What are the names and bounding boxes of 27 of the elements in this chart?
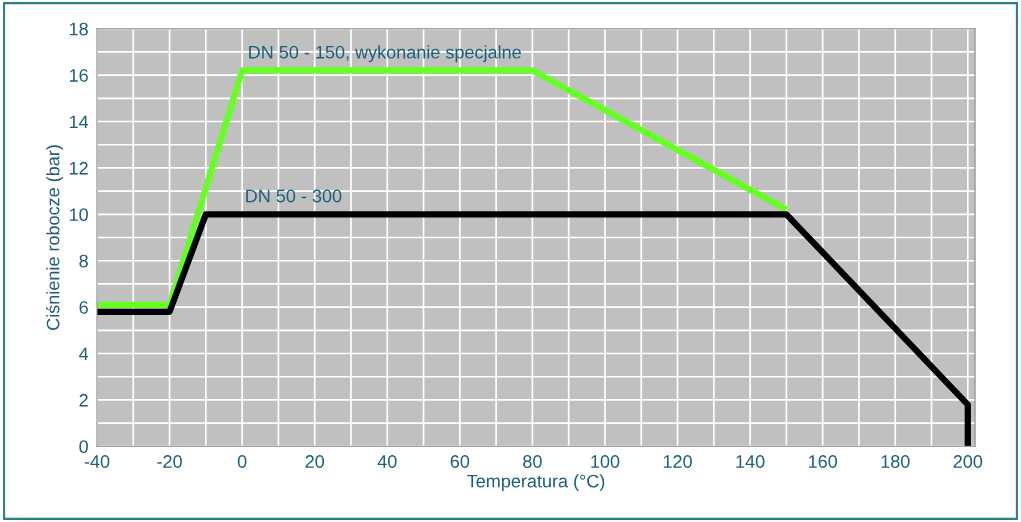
x-tick-label: 180	[881, 455, 910, 468]
x-tick-label: 20	[305, 455, 325, 468]
y-tick-label: 12	[69, 161, 88, 175]
x-tick-label: 120	[663, 455, 692, 468]
x-axis-title: Temperatura (°C)	[467, 474, 605, 492]
x-tick-label: -40	[84, 455, 110, 468]
x-tick-label: 0	[237, 455, 247, 468]
y-tick-label: 10	[69, 208, 88, 222]
y-tick-label: 0	[79, 440, 88, 454]
x-tick-label: 140	[736, 455, 765, 468]
y-tick-label: 14	[69, 115, 89, 129]
y-tick-label: 16	[69, 69, 88, 82]
series-label: DN 50 - 300	[246, 189, 342, 203]
x-tick-label: 100	[591, 455, 620, 468]
y-tick-label: 6	[79, 301, 88, 314]
y-axis-title: Ciśnienie robocze (bar)	[45, 145, 64, 330]
x-tick-label: 80	[523, 455, 542, 468]
y-tick-label: 4	[79, 347, 89, 361]
y-tick-label: 8	[79, 254, 88, 268]
x-tick-label: -20	[157, 455, 182, 468]
x-tick-label: 200	[953, 455, 983, 468]
y-tick-label: 18	[69, 22, 88, 36]
x-tick-label: 160	[808, 455, 838, 468]
x-tick-label: 40	[377, 455, 397, 468]
series-label: DN 50 - 150, wykonanie specjalne	[249, 45, 521, 63]
x-tick-label: 60	[450, 455, 470, 468]
y-tick-label: 2	[79, 393, 88, 407]
